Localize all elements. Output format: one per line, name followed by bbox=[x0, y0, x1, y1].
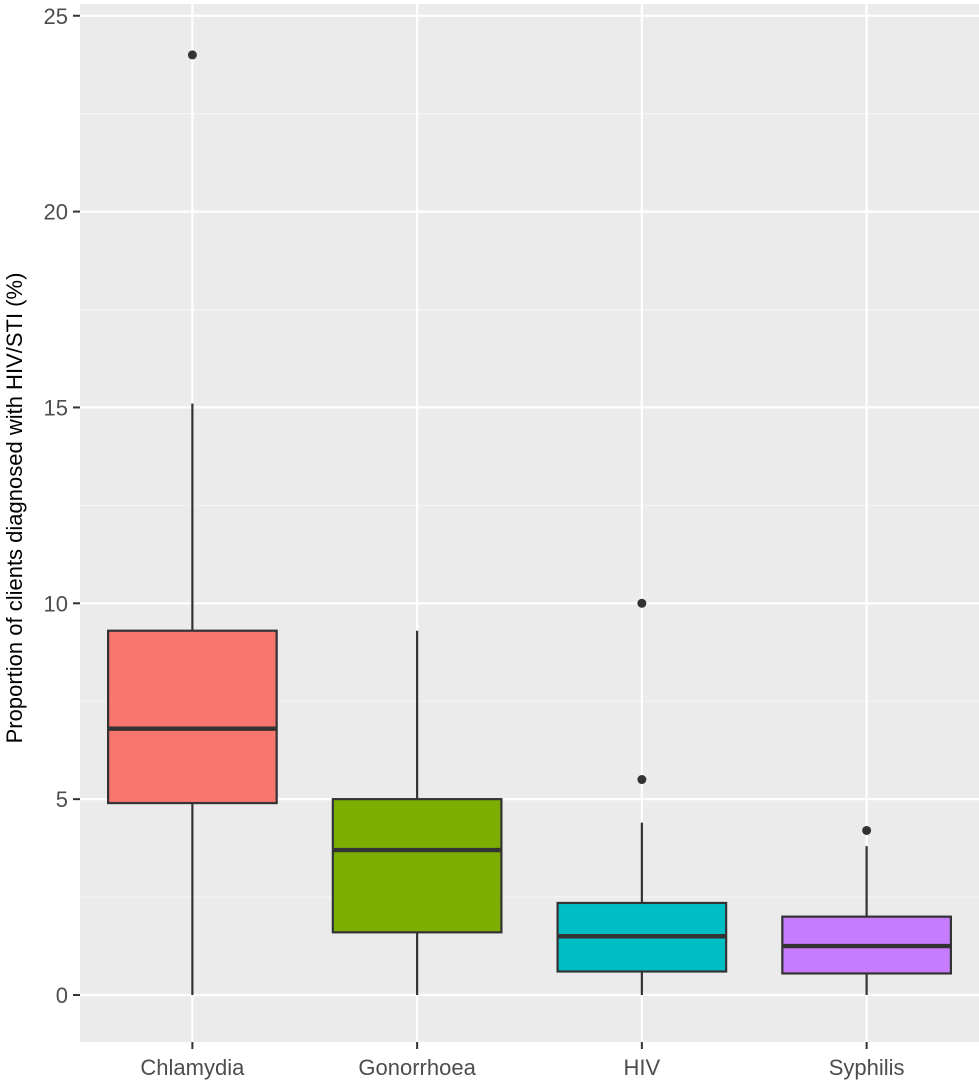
box-chlamydia bbox=[106, 50, 278, 995]
box-syphilis bbox=[781, 825, 953, 995]
x-tick-label-chlamydia: Chlamydia bbox=[140, 1055, 245, 1080]
outlier-point bbox=[862, 825, 872, 835]
y-axis-title: Proportion of clients diagnosed with HIV… bbox=[2, 273, 27, 744]
outlier-point bbox=[637, 775, 647, 785]
axes: 0 5 10 15 20 25 Chlamydia Gonorrhoea HIV Syphilis bbox=[44, 4, 905, 1080]
box-series bbox=[106, 50, 953, 995]
iqr-box bbox=[106, 629, 278, 805]
panel-background bbox=[80, 4, 979, 1042]
plot-panel bbox=[80, 4, 979, 1042]
outlier-point bbox=[637, 598, 647, 608]
y-tick-label: 5 bbox=[56, 787, 68, 812]
outlier-point bbox=[187, 50, 197, 60]
x-tick-label-gonorrhoea: Gonorrhoea bbox=[358, 1055, 476, 1080]
x-tick-label-syphilis: Syphilis bbox=[829, 1055, 905, 1080]
y-tick-label: 15 bbox=[44, 395, 68, 420]
iqr-box bbox=[331, 798, 503, 934]
box-gonorrhoea bbox=[331, 630, 503, 995]
y-tick-label: 10 bbox=[44, 591, 68, 616]
y-tick-label: 25 bbox=[44, 4, 68, 29]
y-tick-label: 20 bbox=[44, 200, 68, 225]
box-hiv bbox=[556, 598, 728, 995]
x-tick-label-hiv: HIV bbox=[624, 1055, 661, 1080]
y-tick-label: 0 bbox=[56, 983, 68, 1008]
